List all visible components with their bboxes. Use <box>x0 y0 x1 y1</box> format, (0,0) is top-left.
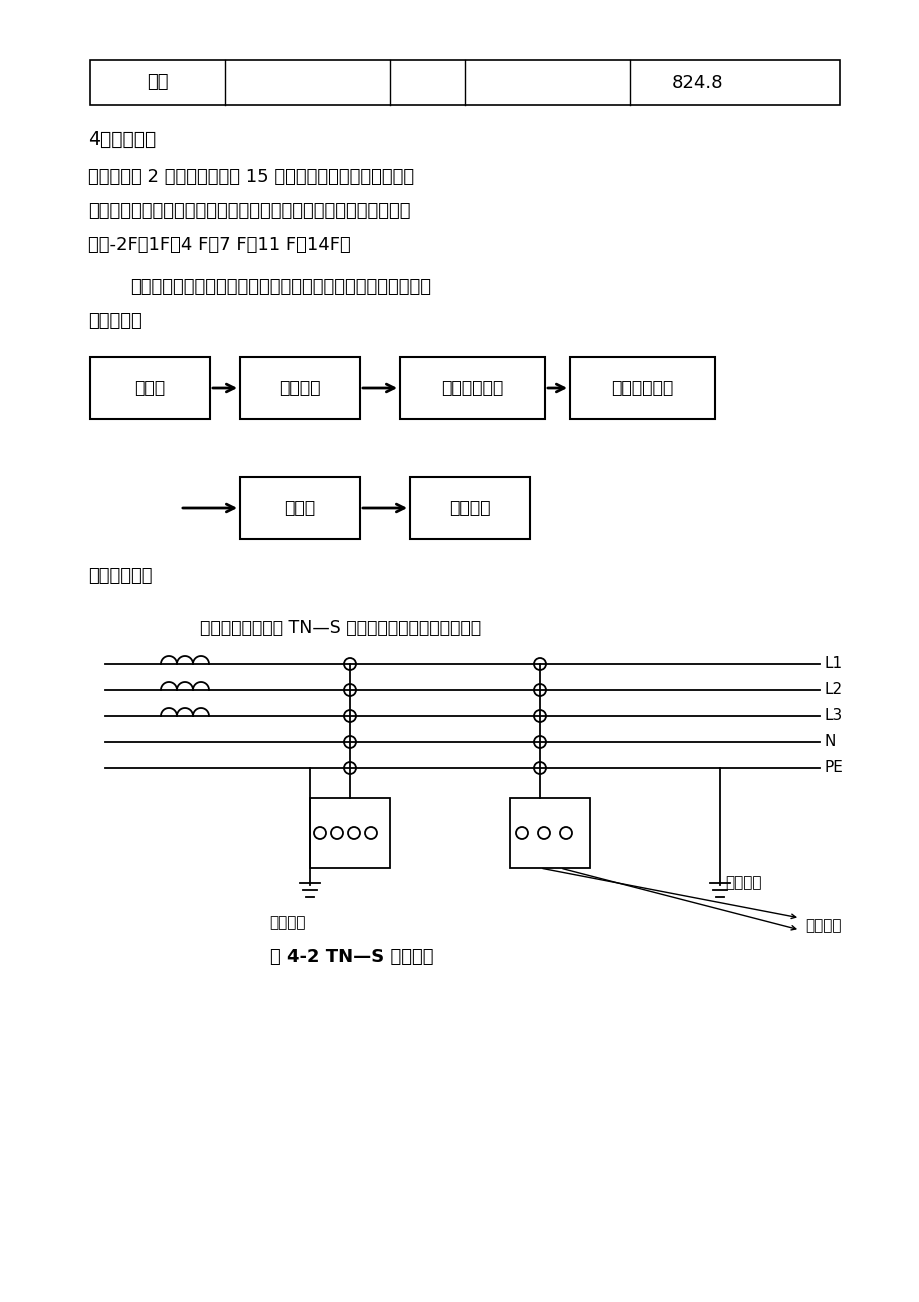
Bar <box>410 477 529 539</box>
Text: 824.8: 824.8 <box>671 73 722 91</box>
Text: 意图如下：: 意图如下： <box>88 312 142 329</box>
Text: 配电箱示意图: 配电箱示意图 <box>88 566 153 585</box>
Text: N: N <box>824 734 835 750</box>
Bar <box>570 357 714 419</box>
Bar <box>240 477 359 539</box>
Text: 开关箱: 开关箱 <box>284 499 315 517</box>
Text: 图 4-2 TN—S 系统示意: 图 4-2 TN—S 系统示意 <box>269 948 433 966</box>
Text: 合计: 合计 <box>147 73 168 91</box>
Bar <box>90 60 839 105</box>
Text: 工作接地: 工作接地 <box>269 915 306 930</box>
Bar <box>509 798 589 868</box>
Text: 重复接地: 重复接地 <box>724 875 761 891</box>
Text: 用电需求决定每隔三层设置一个一级分配电箱，一级分配电箱安装楼: 用电需求决定每隔三层设置一个一级分配电箱，一级分配电箱安装楼 <box>88 202 410 220</box>
Bar <box>310 798 390 868</box>
Text: 本工程地下 2 层、地上部分共 15 层，考虑施工现场实际情况及: 本工程地下 2 层、地上部分共 15 层，考虑施工现场实际情况及 <box>88 168 414 186</box>
Text: 层为-2F、1F、4 F、7 F、11 F、14F。: 层为-2F、1F、4 F、7 F、11 F、14F。 <box>88 236 350 254</box>
Text: L2: L2 <box>824 682 842 698</box>
Text: 用电机具: 用电机具 <box>804 918 841 934</box>
Text: 总配电箱: 总配电箱 <box>279 379 321 397</box>
Text: 总电源: 总电源 <box>134 379 165 397</box>
Text: 一级分配电箱: 一级分配电箱 <box>441 379 503 397</box>
Text: L3: L3 <box>824 708 843 724</box>
Bar <box>90 357 210 419</box>
Bar <box>400 357 544 419</box>
Bar <box>240 357 359 419</box>
Text: 4、供电方案: 4、供电方案 <box>88 130 156 148</box>
Text: 二级分配电箱: 二级分配电箱 <box>611 379 673 397</box>
Text: 二级分配电箱摆放在施工层上，其电源线引自一级分配电箱。示: 二级分配电箱摆放在施工层上，其电源线引自一级分配电箱。示 <box>130 279 430 296</box>
Text: L1: L1 <box>824 656 842 672</box>
Text: PE: PE <box>824 760 843 776</box>
Text: 供电系统严格执行 TN—S 接零保护系统，系统图如下：: 供电系统严格执行 TN—S 接零保护系统，系统图如下： <box>199 618 481 637</box>
Text: 用电机具: 用电机具 <box>448 499 490 517</box>
